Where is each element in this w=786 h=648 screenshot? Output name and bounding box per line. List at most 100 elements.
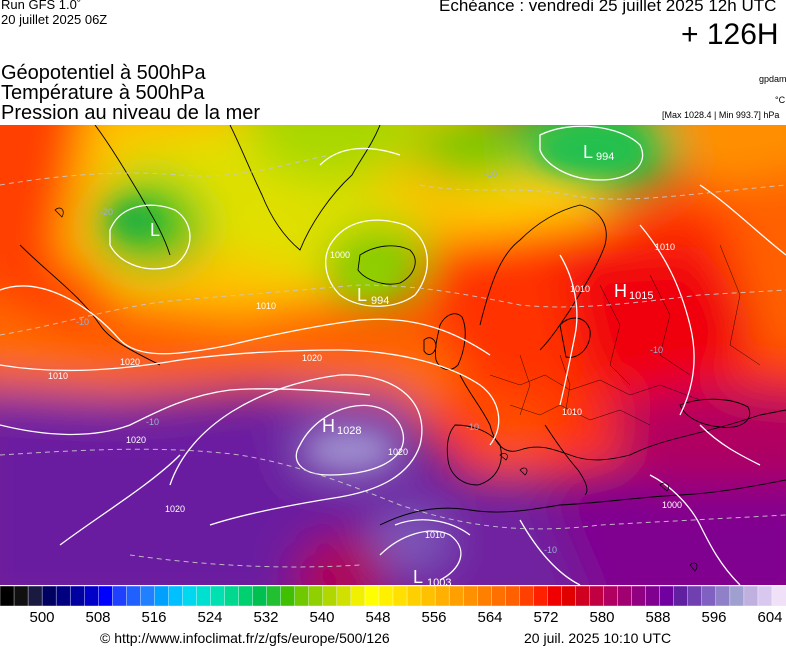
scale-tick: 532 — [253, 609, 279, 626]
scale-tick: 548 — [365, 609, 391, 626]
scandinavia-coast — [479, 204, 607, 351]
scale-swatch — [126, 586, 141, 606]
geopotential-cores — [110, 125, 645, 464]
run-date: 20 juillet 2025 06Z — [1, 12, 108, 27]
scale-swatch — [434, 586, 450, 606]
scale-swatch — [420, 586, 436, 606]
scale-swatch — [589, 586, 605, 606]
scale-swatch — [266, 586, 282, 606]
iceland-coast — [357, 245, 416, 285]
scale-swatch — [659, 586, 675, 606]
black-sea — [679, 398, 751, 428]
scale-swatch — [757, 586, 773, 606]
scale-tick: 572 — [533, 609, 559, 626]
run-label: Run GFS 1.0˚ — [1, 0, 82, 12]
weather-map: L 994 L 994 L 1003 L H 1015 H 1028 1000 … — [0, 125, 786, 585]
isobar-label: 1020 — [302, 353, 322, 363]
scale-swatch — [98, 586, 113, 606]
labrador-coast — [19, 244, 161, 366]
scale-swatch — [182, 586, 198, 606]
baltic — [559, 317, 591, 358]
scale-swatch — [715, 586, 731, 606]
low-center-value: 994 — [371, 295, 389, 307]
isobar-label: 1010 — [570, 284, 590, 294]
europe-coast — [459, 374, 786, 461]
scale-swatch — [154, 586, 169, 606]
isotherm-label: -10 — [650, 345, 663, 355]
scale-swatch — [505, 586, 520, 606]
scale-swatch — [13, 586, 29, 606]
scale-swatch — [701, 586, 717, 606]
isobar-label: 1020 — [388, 447, 408, 457]
isobar-label: 1010 — [425, 530, 445, 540]
scale-swatch — [294, 586, 310, 606]
high-center-value: 1028 — [337, 425, 361, 437]
geopotential-field — [0, 125, 786, 585]
low-center-label: L — [357, 285, 367, 305]
greenland-coast — [229, 125, 381, 251]
isotherm-label: -10 — [146, 417, 159, 427]
scale-swatch — [336, 586, 352, 606]
unit-gpdam: gpdam — [759, 74, 786, 84]
scale-tick: 564 — [477, 609, 503, 626]
scale-swatch — [55, 586, 71, 606]
isobar-label: 1000 — [662, 500, 682, 510]
isotherm-label: -10 — [544, 545, 557, 555]
isobar-label: 1020 — [126, 435, 146, 445]
scale-tick: 604 — [757, 609, 783, 626]
scale-swatch — [252, 586, 268, 606]
scale-tick: 596 — [701, 609, 727, 626]
scale-swatch — [140, 586, 155, 606]
isotherm-label: -20 — [100, 207, 113, 217]
isobars — [0, 125, 786, 585]
scale-swatch — [378, 586, 394, 606]
scale-swatch — [771, 586, 786, 606]
low-center-label: L — [583, 142, 593, 162]
scale-swatch — [547, 586, 562, 606]
scale-swatch — [350, 586, 366, 606]
isotherm-label: -10 — [76, 317, 89, 327]
scale-swatch — [533, 586, 548, 606]
echeance: Echéance : vendredi 25 juillet 2025 12h … — [439, 0, 777, 15]
isotherms — [0, 154, 786, 568]
scale-swatch — [224, 586, 240, 606]
scale-swatch — [322, 586, 338, 606]
scale-swatch — [27, 586, 43, 606]
title-pressure: Pression au niveau de la mer — [1, 102, 261, 124]
scale-tick: 500 — [29, 609, 55, 626]
scale-swatch — [743, 586, 759, 606]
italy-coast — [544, 424, 588, 496]
isotherm-label: -10 — [484, 169, 497, 179]
scale-swatch — [280, 586, 296, 606]
scale-tick: 556 — [421, 609, 447, 626]
ireland-coast — [423, 337, 437, 355]
borders — [489, 244, 761, 426]
scale-swatch — [0, 586, 15, 606]
scale-tick: 508 — [85, 609, 111, 626]
scale-swatch — [561, 586, 576, 606]
scale-swatch — [673, 586, 689, 606]
isobar-label: 1020 — [165, 504, 185, 514]
scale-swatch — [41, 586, 57, 606]
isobar-label: 1020 — [120, 357, 140, 367]
scale-swatch — [603, 586, 619, 606]
isotherm-labels: -20 -10 -10 -10 -10 -10 -10 — [76, 169, 663, 555]
title-temperature: Température à 500hPa — [1, 82, 205, 104]
color-scale — [0, 586, 786, 606]
low-center-value: 994 — [596, 151, 614, 163]
scale-swatch — [406, 586, 422, 606]
low-center-label: L — [150, 220, 160, 240]
title-geopotential: Géopotentiel à 500hPa — [1, 62, 206, 84]
source-link[interactable]: © http://www.infoclimat.fr/z/gfs/europe/… — [100, 630, 390, 646]
africa-coast — [379, 479, 786, 526]
scale-swatch — [69, 586, 85, 606]
generation-date: 20 juil. 2025 10:10 UTC — [524, 630, 672, 646]
scale-swatch — [448, 586, 464, 606]
scale-swatch — [308, 586, 324, 606]
scale-tick: 580 — [589, 609, 615, 626]
minmax-label: [Max 1028.4 | Min 993.7] hPa — [662, 110, 780, 120]
scale-tick: 516 — [141, 609, 167, 626]
lead-time: + 126H — [681, 18, 779, 51]
high-center-label: H — [614, 281, 627, 301]
baffin-coast — [94, 125, 171, 256]
